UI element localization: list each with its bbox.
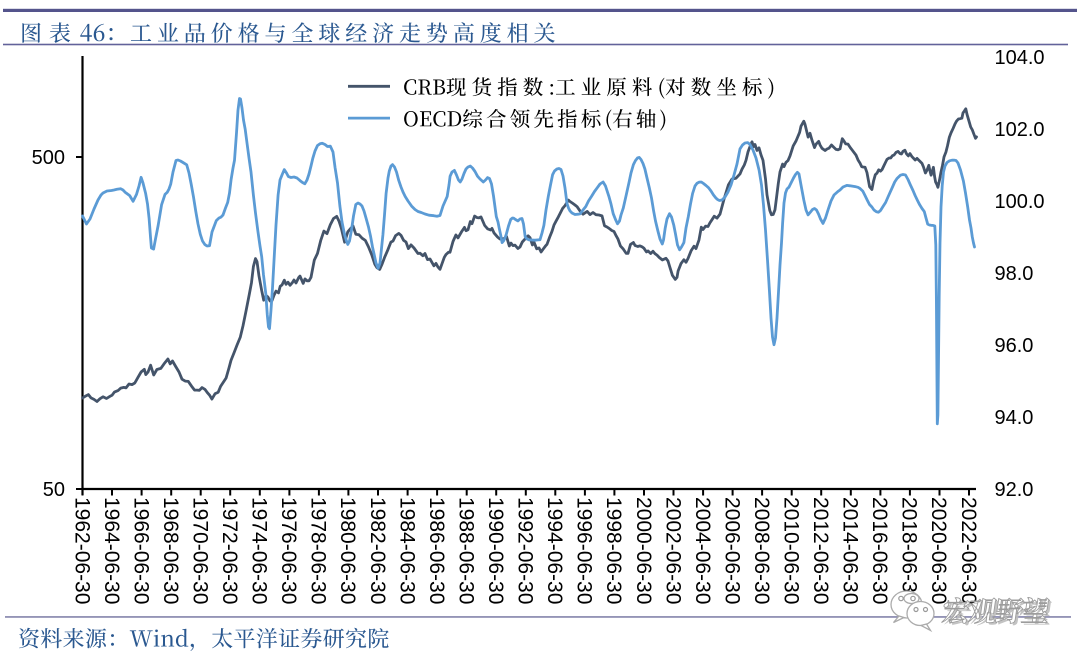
svg-text:2010-06-30: 2010-06-30 xyxy=(780,497,803,604)
svg-text:92.0: 92.0 xyxy=(995,479,1034,501)
svg-text:1994-06-30: 1994-06-30 xyxy=(543,497,566,604)
svg-text:1962-06-30: 1962-06-30 xyxy=(70,497,93,604)
svg-text:1988-06-30: 1988-06-30 xyxy=(455,497,478,604)
svg-text:1974-06-30: 1974-06-30 xyxy=(248,497,271,604)
svg-text:1992-06-30: 1992-06-30 xyxy=(514,497,537,604)
svg-text:2002-06-30: 2002-06-30 xyxy=(661,497,684,604)
svg-text:1998-06-30: 1998-06-30 xyxy=(602,497,625,604)
svg-text:1964-06-30: 1964-06-30 xyxy=(100,497,123,604)
svg-text:2016-06-30: 2016-06-30 xyxy=(868,497,891,604)
svg-text:2000-06-30: 2000-06-30 xyxy=(632,497,655,604)
svg-text:1984-06-30: 1984-06-30 xyxy=(395,497,418,604)
svg-text:1982-06-30: 1982-06-30 xyxy=(366,497,389,604)
svg-text:1972-06-30: 1972-06-30 xyxy=(218,497,241,604)
svg-text:500: 500 xyxy=(32,147,65,169)
svg-text:50: 50 xyxy=(43,479,65,501)
svg-text:1968-06-30: 1968-06-30 xyxy=(159,497,182,604)
svg-text:98.0: 98.0 xyxy=(995,263,1034,285)
svg-text:2004-06-30: 2004-06-30 xyxy=(691,497,714,604)
svg-text:104.0: 104.0 xyxy=(995,47,1045,69)
svg-text:2014-06-30: 2014-06-30 xyxy=(839,497,862,604)
svg-text:2008-06-30: 2008-06-30 xyxy=(750,497,773,604)
svg-text:1978-06-30: 1978-06-30 xyxy=(307,497,330,604)
svg-text:102.0: 102.0 xyxy=(995,119,1045,141)
svg-text:1986-06-30: 1986-06-30 xyxy=(425,497,448,604)
svg-text:2012-06-30: 2012-06-30 xyxy=(809,497,832,604)
svg-text:1990-06-30: 1990-06-30 xyxy=(484,497,507,604)
svg-text:100.0: 100.0 xyxy=(995,191,1045,213)
svg-text:2006-06-30: 2006-06-30 xyxy=(720,497,743,604)
svg-text:1966-06-30: 1966-06-30 xyxy=(129,497,152,604)
svg-text:94.0: 94.0 xyxy=(995,407,1034,429)
svg-text:1996-06-30: 1996-06-30 xyxy=(573,497,596,604)
svg-text:1976-06-30: 1976-06-30 xyxy=(277,497,300,604)
svg-text:2018-06-30: 2018-06-30 xyxy=(898,497,921,604)
svg-text:2022-06-30: 2022-06-30 xyxy=(957,497,980,604)
svg-text:1980-06-30: 1980-06-30 xyxy=(336,497,359,604)
svg-text:96.0: 96.0 xyxy=(995,335,1034,357)
svg-text:1970-06-30: 1970-06-30 xyxy=(189,497,212,604)
svg-text:2020-06-30: 2020-06-30 xyxy=(927,497,950,604)
